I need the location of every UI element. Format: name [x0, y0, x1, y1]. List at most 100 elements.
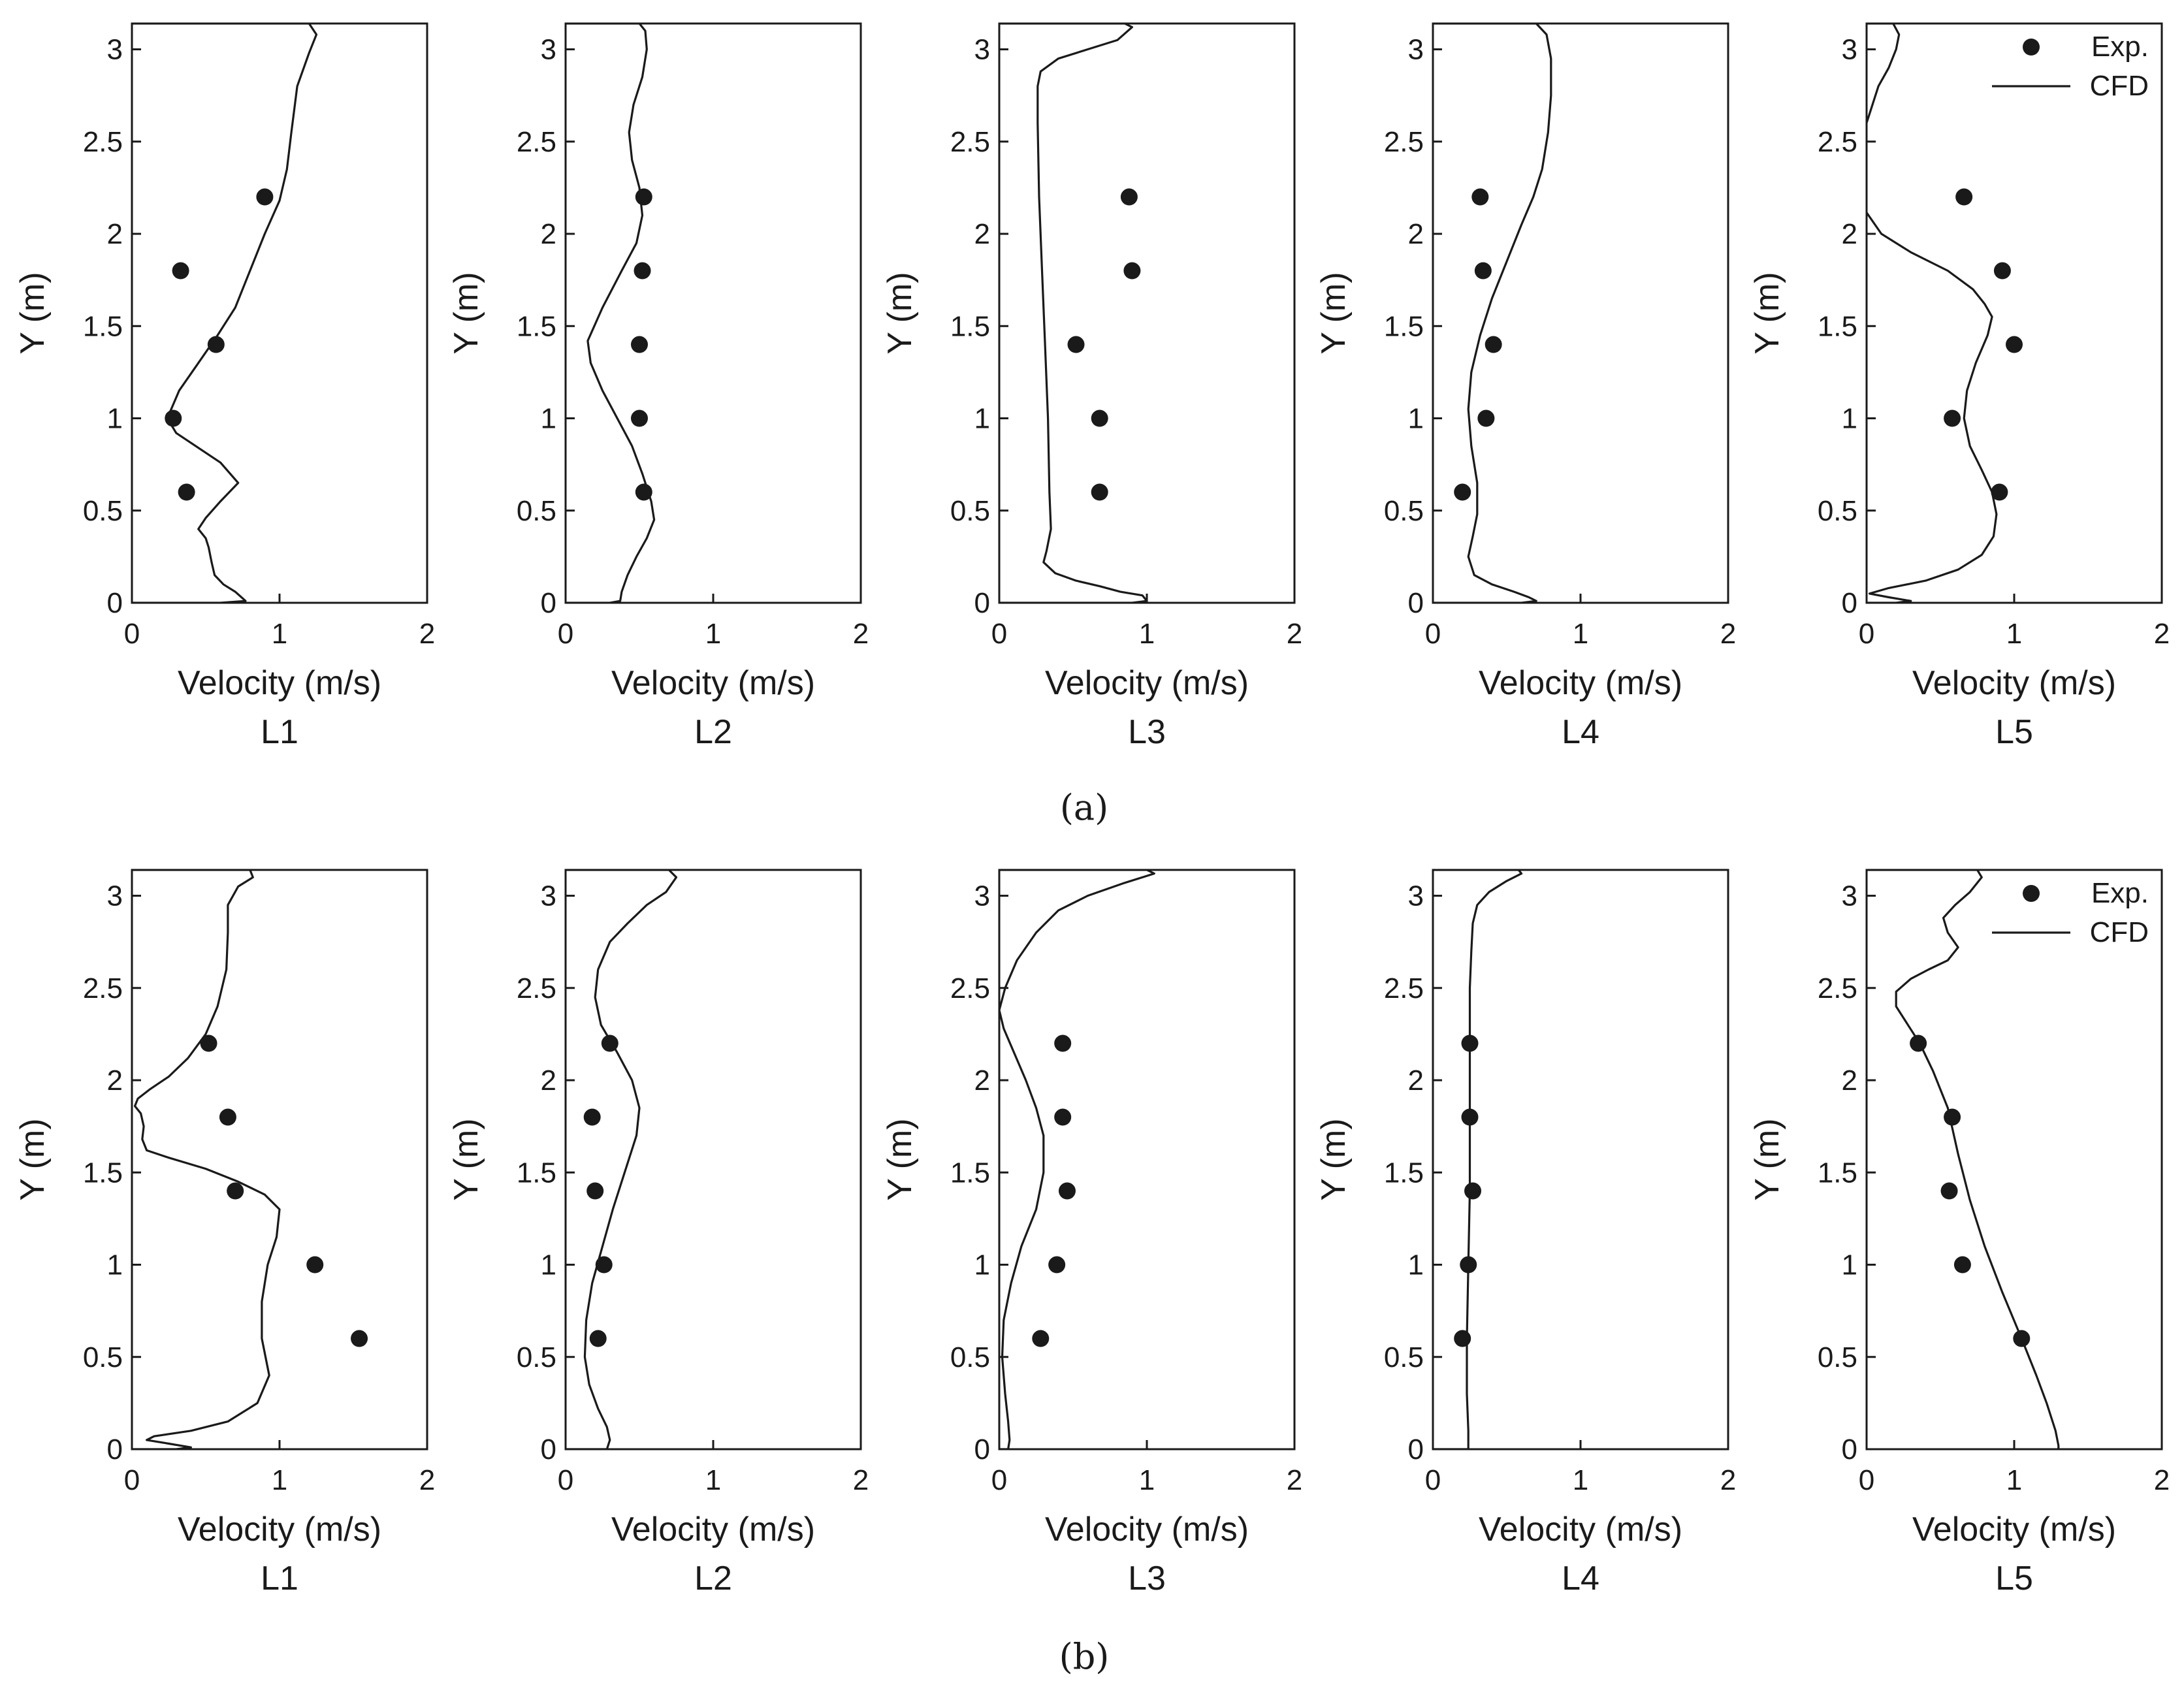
- exp-point: [635, 483, 652, 501]
- y-tick-label: 1.5: [517, 1157, 556, 1189]
- x-tick-label: 2: [419, 1464, 435, 1496]
- y-tick-label: 1: [1842, 1249, 1857, 1281]
- cfd-line: [1433, 24, 1552, 603]
- x-tick-label: 0: [1425, 1464, 1441, 1496]
- x-tick-label: 2: [419, 618, 435, 650]
- exp-point: [207, 336, 225, 353]
- y-tick-label: 0: [107, 1434, 123, 1466]
- y-axis-label: Y (m): [881, 272, 919, 354]
- y-tick-label: 3: [1408, 880, 1424, 912]
- exp-point: [1461, 1034, 1479, 1052]
- y-axis-label: Y (m): [447, 1118, 485, 1200]
- x-tick-label: 0: [124, 618, 140, 650]
- exp-point: [1910, 1034, 1927, 1052]
- exp-point: [178, 483, 195, 501]
- x-tick-label: 2: [1720, 618, 1736, 650]
- x-tick-label: 2: [853, 618, 869, 650]
- cfd-line: [1867, 870, 2060, 1449]
- y-tick-label: 0.5: [1384, 1341, 1424, 1373]
- y-axis-label: Y (m): [14, 1118, 52, 1200]
- exp-point: [589, 1330, 607, 1347]
- y-tick-label: 2: [974, 218, 990, 250]
- exp-point: [1091, 483, 1108, 501]
- exp-point: [1454, 483, 1471, 501]
- y-tick-label: 2: [1408, 1065, 1424, 1097]
- exp-point: [200, 1034, 217, 1052]
- y-tick-label: 2.5: [1818, 126, 1857, 158]
- x-tick-label: 1: [1139, 1464, 1155, 1496]
- y-axis-label: Y (m): [447, 272, 485, 354]
- y-tick-label: 3: [974, 880, 990, 912]
- plot-frame: [564, 22, 862, 604]
- x-tick-label: 1: [2006, 1464, 2022, 1496]
- y-axis-label: Y (m): [1315, 1118, 1353, 1200]
- y-tick-label: 1: [1408, 403, 1424, 435]
- panel-title: L5: [1995, 713, 2033, 751]
- exp-point: [227, 1182, 244, 1200]
- cfd-line: [566, 870, 678, 1449]
- y-tick-label: 1.5: [1384, 1157, 1424, 1189]
- y-tick-label: 0: [1408, 587, 1424, 619]
- panel-b-l3: 0 1 2 0 0.5 1 1.5 2 2.5 3 Velocity (m/s) L3 Y (m): [881, 869, 1302, 1597]
- exp-point: [601, 1034, 618, 1052]
- y-tick-label: 1.5: [83, 1157, 123, 1189]
- exp-point: [1032, 1330, 1050, 1347]
- x-tick-label: 1: [272, 1464, 287, 1496]
- x-tick-label: 2: [2154, 1464, 2170, 1496]
- plot-frame: [564, 869, 862, 1451]
- exp-point: [595, 1256, 613, 1274]
- y-tick-label: 1.5: [1818, 310, 1857, 342]
- legend-cfd-label: CFD: [2090, 916, 2149, 948]
- exp-point: [1477, 409, 1495, 427]
- y-tick-label: 2.5: [83, 126, 123, 158]
- exp-point: [1955, 188, 1973, 206]
- panel-a-l1: 0 1 2 0 0.5 1 1.5 2 2.5 3 Velocity (m/s) L1 Y (m): [14, 22, 435, 751]
- exp-point: [1461, 1108, 1479, 1126]
- cfd-line: [999, 870, 1155, 1449]
- panels: 0 1 2 0 0.5 1 1.5 2 2.5 3 Velocity (m/s) L1 Y (m) 0 1 2…: [14, 22, 2170, 1597]
- panel-b-l1: 0 1 2 0 0.5 1 1.5 2 2.5 3 Velocity (m/s) L1 Y (m): [14, 869, 435, 1597]
- x-tick-label: 1: [1139, 618, 1155, 650]
- y-tick-label: 2.5: [517, 972, 556, 1004]
- exp-point: [1454, 1330, 1471, 1347]
- y-tick-label: 0: [541, 1434, 556, 1466]
- exp-point: [635, 188, 652, 206]
- x-axis-label: Velocity (m/s): [611, 1511, 815, 1548]
- exp-point: [1485, 336, 1502, 353]
- x-tick-label: 1: [1573, 618, 1588, 650]
- y-tick-label: 3: [974, 34, 990, 66]
- panel-b-l5: 0 1 2 0 0.5 1 1.5 2 2.5 3 Velocity (m/s) L5 Y (m) Exp…: [1748, 869, 2170, 1597]
- y-tick-label: 1.5: [950, 310, 990, 342]
- panel-a-l3: 0 1 2 0 0.5 1 1.5 2 2.5 3 Velocity (m/s) L3 Y (m): [881, 22, 1302, 751]
- panel-b-l4: 0 1 2 0 0.5 1 1.5 2 2.5 3 Velocity (m/s) L4 Y (m): [1315, 869, 1736, 1597]
- y-tick-label: 2: [107, 1065, 123, 1097]
- y-tick-label: 0: [1842, 587, 1857, 619]
- x-axis-label: Velocity (m/s): [178, 1511, 381, 1548]
- exp-point: [351, 1330, 368, 1347]
- y-tick-label: 1: [107, 403, 123, 435]
- x-axis-label: Velocity (m/s): [1912, 1511, 2116, 1548]
- x-tick-label: 0: [991, 618, 1007, 650]
- y-tick-label: 2.5: [1384, 972, 1424, 1004]
- x-axis-label: Velocity (m/s): [1912, 664, 2116, 702]
- panel-title: L2: [694, 1560, 732, 1597]
- exp-point: [634, 262, 651, 280]
- x-tick-label: 2: [2154, 618, 2170, 650]
- plot-frame: [1865, 22, 2163, 604]
- y-tick-label: 1: [1842, 403, 1857, 435]
- panel-a-l2: 0 1 2 0 0.5 1 1.5 2 2.5 3 Velocity (m/s) L2 Y (m): [447, 22, 869, 751]
- exp-point: [219, 1108, 236, 1126]
- x-tick-label: 1: [272, 618, 287, 650]
- exp-point: [631, 409, 648, 427]
- exp-point: [1471, 188, 1489, 206]
- x-tick-label: 2: [853, 1464, 869, 1496]
- y-tick-label: 0.5: [1818, 1341, 1857, 1373]
- exp-point: [1123, 262, 1141, 280]
- panel-title: L5: [1995, 1560, 2033, 1597]
- y-tick-label: 0.5: [1818, 495, 1857, 527]
- y-tick-label: 2.5: [83, 972, 123, 1004]
- exp-point: [1048, 1256, 1066, 1274]
- exp-point: [2006, 336, 2023, 353]
- x-tick-label: 1: [705, 1464, 721, 1496]
- y-tick-label: 0: [974, 587, 990, 619]
